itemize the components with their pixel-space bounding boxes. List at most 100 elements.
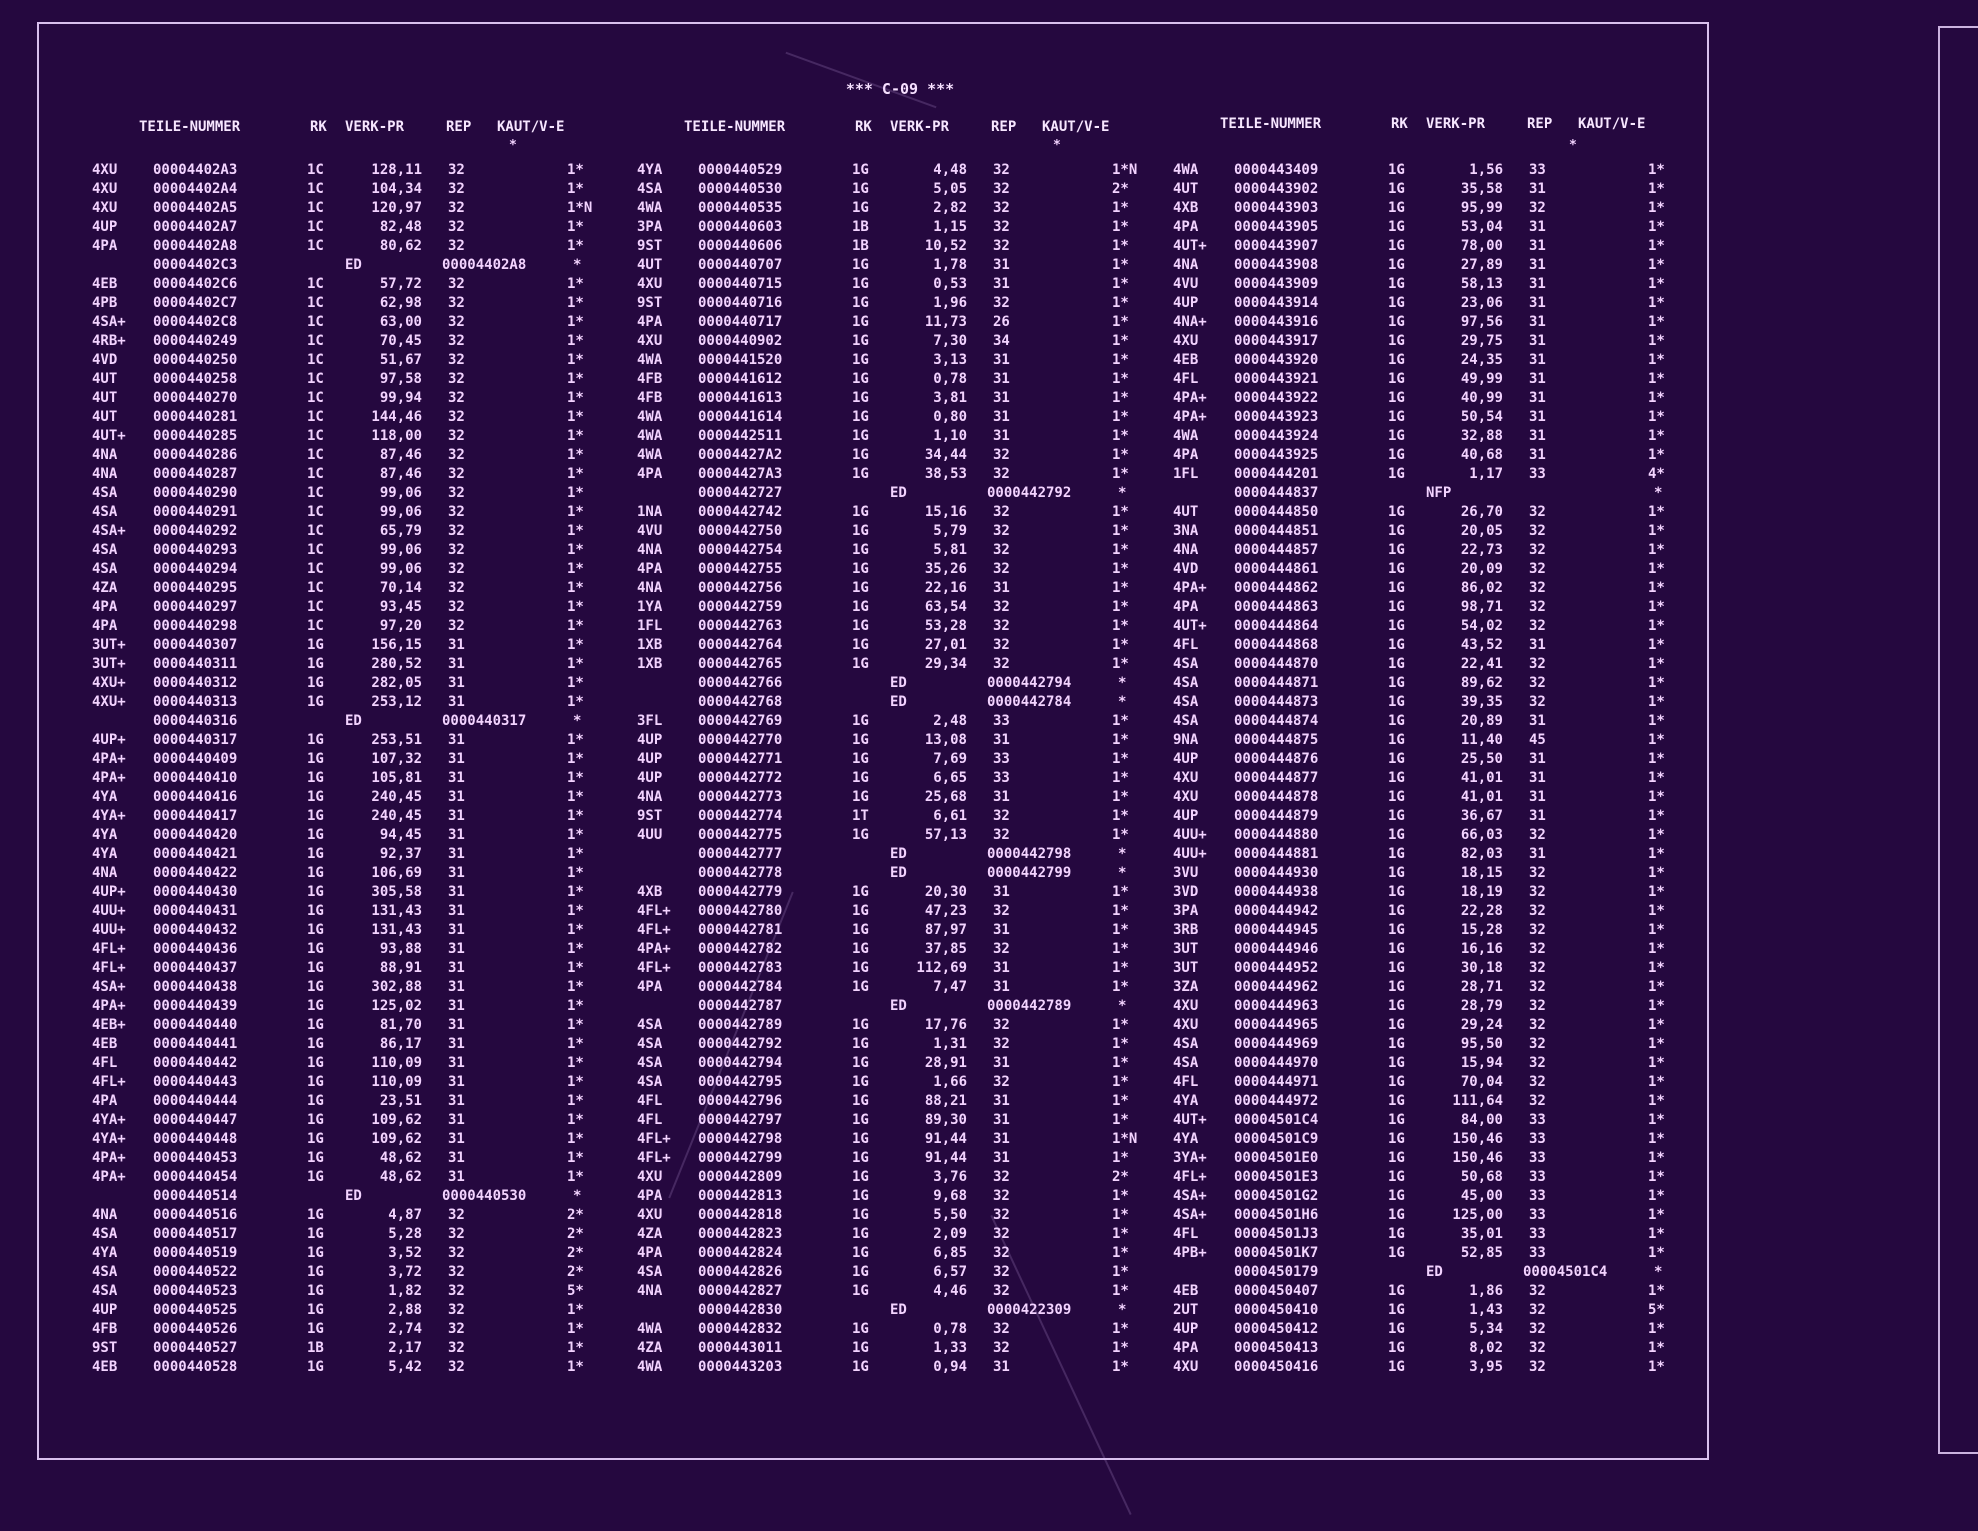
prefix-code: 4SA [1173,1055,1199,1071]
table-row: 0000442787 ED 0000442789 * [637,997,1287,1016]
rep-code: 32 [448,219,465,235]
rk-code: 1G [1388,808,1405,824]
table-row: 4PA 0000443905 1G 53,04 31 1* [1173,218,1823,237]
rep-code: 32 [448,542,465,558]
rep-code: 31 [1529,219,1546,235]
rep-code: 32 [993,162,1010,178]
part-number: 00004427A2 [698,447,783,463]
prefix-code: 4FL [92,1055,118,1071]
rk-code: 1G [1388,1036,1405,1052]
table-row: 4YA 0000440421 1G 92,37 31 1* [92,845,742,864]
table-row: 0000440316 ED 0000440317 * [92,712,742,731]
rep-code: 31 [448,1074,465,1090]
table-row: 4FB 0000441613 1G 3,81 31 1* [637,389,1287,408]
unit-flag: 1* [1112,371,1129,387]
sales-price: 41,01 [1460,770,1503,786]
sales-price: 5,34 [1469,1321,1503,1337]
rk-code: 1G [307,1150,324,1166]
unit-flag: 1* [567,656,584,672]
part-number: 0000444870 [1234,656,1319,672]
prefix-code: 4PA+ [1173,390,1207,406]
unit-flag: 1* [1648,352,1665,368]
prefix-code: 4UP [1173,808,1199,824]
rk-code: 1G [852,1074,869,1090]
rk-code: 1G [852,1226,869,1242]
sales-price: 240,45 [371,808,422,824]
unit-flag: 1* [567,371,584,387]
rep-code: 31 [1529,409,1546,425]
sales-price: 40,99 [1460,390,1503,406]
table-row: 4WA 0000443409 1G 1,56 33 1* [1173,161,1823,180]
sales-price: 13,08 [924,732,967,748]
unit-flag: 1* [1648,276,1665,292]
prefix-code: 4PA+ [92,1169,126,1185]
column-header: REP [1527,116,1553,132]
sales-price: 35,01 [1460,1226,1503,1242]
unit-flag: 1* [1112,200,1129,216]
prefix-code: 3PA [1173,903,1199,919]
rk-code: 1G [852,1359,869,1375]
part-number: 0000442795 [698,1074,783,1090]
unit-flag: * [1118,485,1127,501]
table-row: 4UP 0000444876 1G 25,50 31 1* [1173,750,1823,769]
prefix-code: 4NA [92,466,118,482]
prefix-code: 4UP [92,1302,118,1318]
rep-code: 31 [993,979,1010,995]
unit-flag: 1* [1648,1207,1665,1223]
part-number: 0000440307 [153,637,238,653]
sales-price: 99,06 [379,504,422,520]
prefix-code: 4UP+ [92,732,126,748]
prefix-code: 3PA [637,219,663,235]
unit-flag: 1* [1112,504,1129,520]
rep-code: 31 [448,789,465,805]
rk-code: 1C [307,200,324,216]
rep-code: 31 [448,960,465,976]
rk-code: 1G [1388,542,1405,558]
sales-price: 0,80 [933,409,967,425]
rep-code: 32 [993,1074,1010,1090]
prefix-code: 4UU [637,827,663,843]
table-row: 4PA+ 0000444862 1G 86,02 32 1* [1173,579,1823,598]
unit-flag: 1* [567,884,584,900]
sales-price: 2,74 [388,1321,422,1337]
parts-table-column: 4WA 0000443409 1G 1,56 33 1* 4UT 0000443902 1G 35… [1173,161,1823,1377]
rk-code: 1G [1388,1093,1405,1109]
rep-code: 31 [993,1055,1010,1071]
table-row: 4UT 0000443902 1G 35,58 31 1* [1173,180,1823,199]
rep-code: 32 [448,485,465,501]
part-number: 0000444930 [1234,865,1319,881]
table-row: 4SA 0000440523 1G 1,82 32 5* [92,1282,742,1301]
rk-code: 1G [1388,409,1405,425]
table-row: 4UU+ 0000444881 1G 82,03 31 1* [1173,845,1823,864]
parts-table-column: 4XU 00004402A3 1C 128,11 32 1* 4XU 00004402A4 1C… [92,161,742,1377]
part-number: 0000442794 [698,1055,783,1071]
prefix-code: 4WA [637,1359,663,1375]
part-number: 0000442770 [698,732,783,748]
unit-flag: * [573,1188,582,1204]
table-row: 3VU 0000444930 1G 18,15 32 1* [1173,864,1823,883]
part-number: 0000440311 [153,656,238,672]
rk-code: 1G [1388,1169,1405,1185]
part-number: 0000440522 [153,1264,238,1280]
prefix-code: 4UT+ [1173,1112,1207,1128]
sales-price: 7,69 [933,751,967,767]
unit-flag: 1* [567,504,584,520]
unit-flag: 2* [1112,181,1129,197]
rep-code: 32 [1529,903,1546,919]
rk-code: 1G [1388,789,1405,805]
rk-code: 1G [307,827,324,843]
part-number: 0000440528 [153,1359,238,1375]
part-number: 00004402C6 [153,276,238,292]
table-row: 4FL 00004501J3 1G 35,01 33 1* [1173,1225,1823,1244]
unit-flag: 1* [1112,1188,1129,1204]
sales-price: 57,13 [924,827,967,843]
unit-flag: 1* [1648,257,1665,273]
table-row: 1NA 0000442742 1G 15,16 32 1* [637,503,1287,522]
part-number: 0000443203 [698,1359,783,1375]
table-row: 4YA 0000440519 1G 3,52 32 2* [92,1244,742,1263]
rep-code: 31 [448,1150,465,1166]
prefix-code: 4SA [637,1017,663,1033]
replacement-part-number: 0000442789 [987,998,1072,1014]
unit-flag: 1* [1112,1283,1129,1299]
part-number: 0000444857 [1234,542,1319,558]
